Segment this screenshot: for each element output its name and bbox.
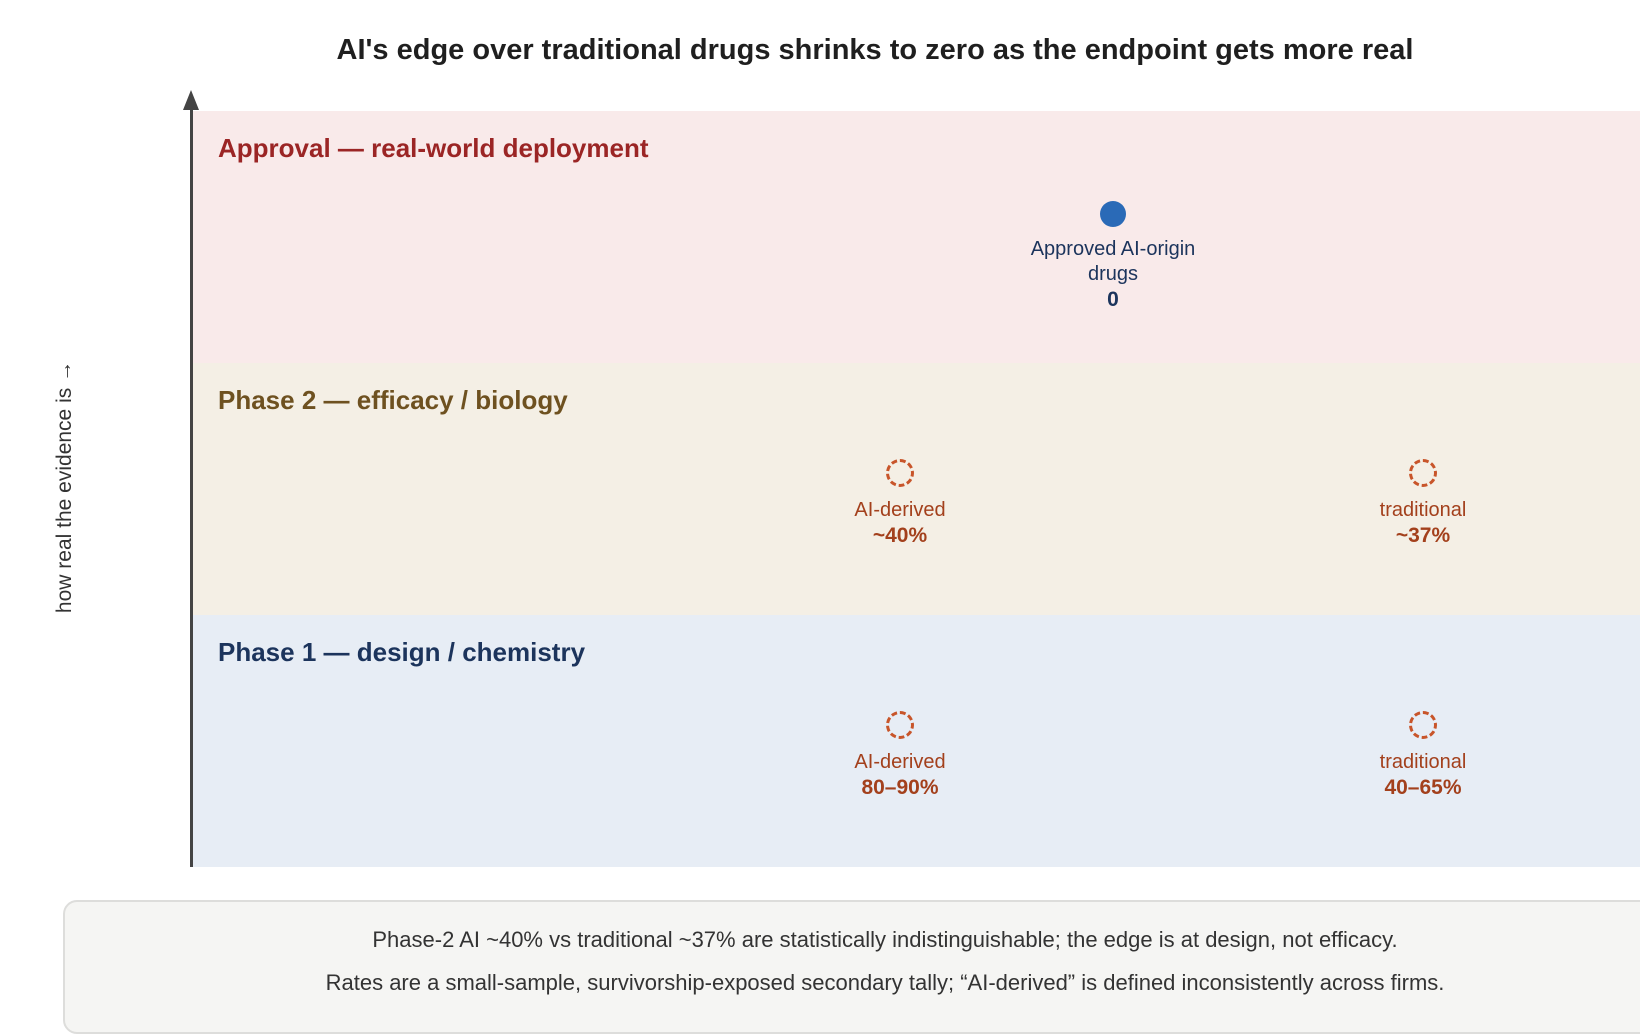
band-label-phase1: Phase 1 — design / chemistry — [218, 637, 586, 667]
footnote-line-2: Rates are a small-sample, survivorship-e… — [325, 970, 1445, 995]
y-axis-line — [190, 108, 193, 867]
dashed-circle-icon — [886, 711, 914, 739]
marker-value: 40–65% — [1384, 776, 1462, 799]
marker-label: traditional — [1379, 751, 1467, 773]
solid-dot-icon — [1100, 201, 1126, 227]
band-phase1: Phase 1 — design / chemistry AI-derived … — [193, 615, 1640, 867]
band-approval: Approval — real-world deployment Approve… — [193, 111, 1640, 363]
marker-value: ~37% — [1395, 524, 1451, 547]
marker-phase1-ai-derived: AI-derived 80–90% — [780, 711, 1020, 801]
marker-label: AI-derived — [854, 751, 946, 773]
band-label-approval: Approval — real-world deployment — [218, 133, 649, 163]
marker-value: ~40% — [872, 524, 928, 547]
marker-phase2-traditional: traditional ~37% — [1303, 459, 1543, 549]
footnote-line-1: Phase-2 AI ~40% vs traditional ~37% are … — [372, 927, 1398, 952]
dashed-circle-icon — [1409, 711, 1437, 739]
dashed-circle-icon — [1409, 459, 1437, 487]
marker-label: AI-derived — [854, 499, 946, 521]
y-axis-label: how real the evidence is → — [53, 360, 76, 614]
y-axis-arrow-icon — [183, 90, 199, 110]
dashed-circle-icon — [886, 459, 914, 487]
marker-label: Approved AI-origin drugs — [1030, 238, 1196, 285]
chart-title: AI's edge over traditional drugs shrinks… — [336, 34, 1414, 66]
marker-label: traditional — [1379, 499, 1467, 521]
marker-approved-ai-drugs: Approved AI-origin drugs 0 — [993, 201, 1233, 313]
marker-phase2-ai-derived: AI-derived ~40% — [780, 459, 1020, 549]
marker-value: 0 — [1107, 288, 1119, 311]
band-label-phase2: Phase 2 — efficacy / biology — [218, 385, 568, 415]
band-phase2: Phase 2 — efficacy / biology AI-derived … — [193, 363, 1640, 615]
footnote-box: Phase-2 AI ~40% vs traditional ~37% are … — [63, 900, 1640, 1034]
marker-phase1-traditional: traditional 40–65% — [1303, 711, 1543, 801]
marker-value: 80–90% — [861, 776, 939, 799]
